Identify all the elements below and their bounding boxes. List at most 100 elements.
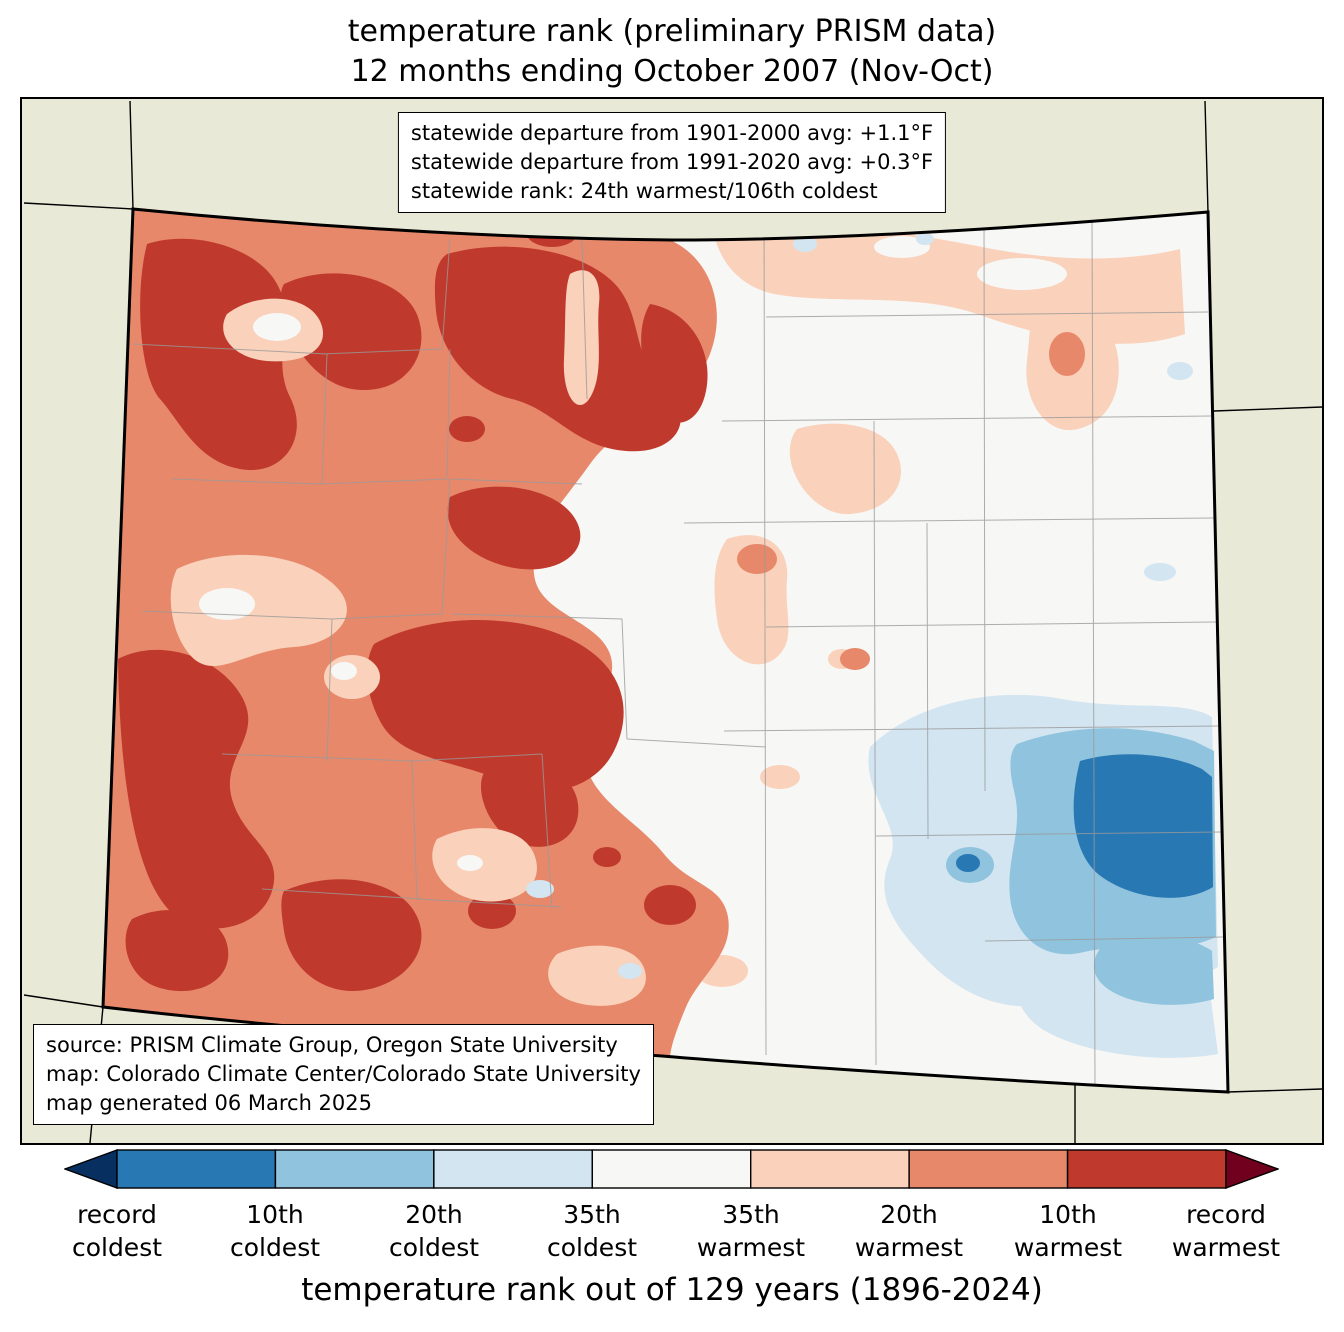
county-line [926,522,929,840]
contour-strongblue [956,854,980,872]
contour-red [434,246,681,452]
county-line [875,831,1222,837]
contour-peach [548,945,646,1006]
county-line [721,415,1212,422]
contour-peach [432,828,537,902]
contour-neutral-hole [977,258,1067,290]
tick-record-warmest: record warmest [1171,1200,1281,1262]
southeast-blue-region [526,233,1218,1058]
tick-10th-warmest: 10th warmest [1013,1200,1123,1262]
source-line: source: PRISM Climate Group, Oregon Stat… [46,1033,618,1057]
county-line [765,311,1209,318]
county-line [683,517,1215,524]
west-peach-pockets [170,270,646,1006]
tick-35th-warmest: 35th warmest [696,1200,806,1262]
figure-title-line1: temperature rank (preliminary PRISM data… [347,14,997,49]
county-line [141,478,451,620]
colorbar-segment-10th-coldest [116,1149,277,1189]
tick-20th-warmest: 20th warmest [854,1200,964,1262]
county-line [449,478,583,485]
contour-neutral-hole [874,236,930,258]
contour-peach [170,554,347,666]
tick-20th-coldest: 20th coldest [388,1200,480,1262]
contour-red [644,885,696,925]
county-line [763,218,767,1056]
generated-date-line: map generated 06 March 2025 [46,1091,373,1115]
colorbar-segment-10th-warmest [1066,1149,1227,1189]
contour-neutral-hole [199,588,255,620]
tick-10th-coldest: 10th coldest [229,1200,321,1262]
border-ks-ok [1227,1088,1322,1093]
stats-line-rank: statewide rank: 24th warmest/106th colde… [410,179,878,203]
contour-red [593,847,621,867]
contour-lightblue [1144,563,1176,581]
contour-red [447,486,581,570]
border-ut-az [23,994,104,1008]
contour-red [480,761,579,847]
county-line [261,888,423,900]
contour-red [449,416,485,442]
colorbar-arrow-record-coldest [64,1149,118,1189]
source-credit-box: source: PRISM Climate Group, Oregon Stat… [33,1024,654,1125]
contour-salmon [1049,332,1085,376]
county-line [873,420,877,1066]
county-line [765,621,1217,628]
county-line [451,613,628,740]
contour-red [641,304,708,423]
contour-salmon [737,544,777,574]
contour-peach [563,270,600,406]
colorbar-tick-labels: record coldest 10th coldest 20th coldest 35… [0,1198,1344,1270]
county-line [984,936,1224,942]
colorbar-segment-20th-warmest [908,1149,1069,1189]
contour-lightblue [916,233,934,245]
contour-red [367,620,624,791]
contour-red [281,879,422,992]
colorbar-segment-35th-coldest [433,1149,593,1189]
figure-title: temperature rank (preliminary PRISM data… [0,12,1344,92]
colorado-map [22,99,1322,1143]
stats-line-departure-1991-2020: statewide departure from 1991-2020 avg: … [410,150,934,174]
contour-red [140,238,297,471]
tick-35th-coldest: 35th coldest [546,1200,638,1262]
map-credit-line: map: Colorado Climate Center/Colorado St… [46,1062,641,1086]
contour-peach [789,423,901,515]
contour-red [118,649,275,929]
state-interior [103,209,1228,1092]
contour-lightblue [1167,362,1193,380]
contour-strongblue [1073,754,1213,898]
border-wy-ne [1204,100,1209,213]
map-frame: statewide departure from 1901-2000 avg: … [20,97,1324,1145]
county-line [1091,214,1096,1086]
county-line [626,738,767,748]
deep-red-blobs [118,217,708,992]
contour-mediumblue [1093,935,1214,1005]
colorbar-segment-20th-coldest [274,1149,435,1189]
contour-neutral-hole [253,313,301,341]
figure-title-line2: 12 months ending October 2007 (Nov-Oct) [350,54,994,89]
county-lines [132,214,1224,1086]
contour-lightblue [526,880,554,898]
statewide-stats-box: statewide departure from 1901-2000 avg: … [397,112,947,213]
colorbar-axis-title: temperature rank out of 129 years (1896-… [301,1272,1043,1308]
county-line [581,238,588,400]
colorbar-segment-35th-warmest [750,1149,910,1189]
contour-lightblue [618,963,642,979]
contour-red [125,910,229,992]
county-line [321,238,451,355]
stats-line-departure-1901-2000: statewide departure from 1901-2000 avg: … [410,121,934,145]
county-line [326,618,333,762]
tick-record-coldest: record coldest [71,1200,163,1262]
contour-red [280,273,422,391]
county-line [983,215,986,792]
colorbar-segment-neutral [591,1149,752,1189]
colorbar-arrow-record-warmest [1225,1149,1279,1189]
border-wy-west [129,100,134,210]
border-ut-wy [23,202,134,210]
county-line [171,348,451,485]
border-ne-ks [1213,406,1322,412]
west-white-pockets [199,313,483,871]
contour-neutral-hole [331,662,357,680]
contour-neutral-hole [457,855,483,871]
county-line [723,725,1220,732]
